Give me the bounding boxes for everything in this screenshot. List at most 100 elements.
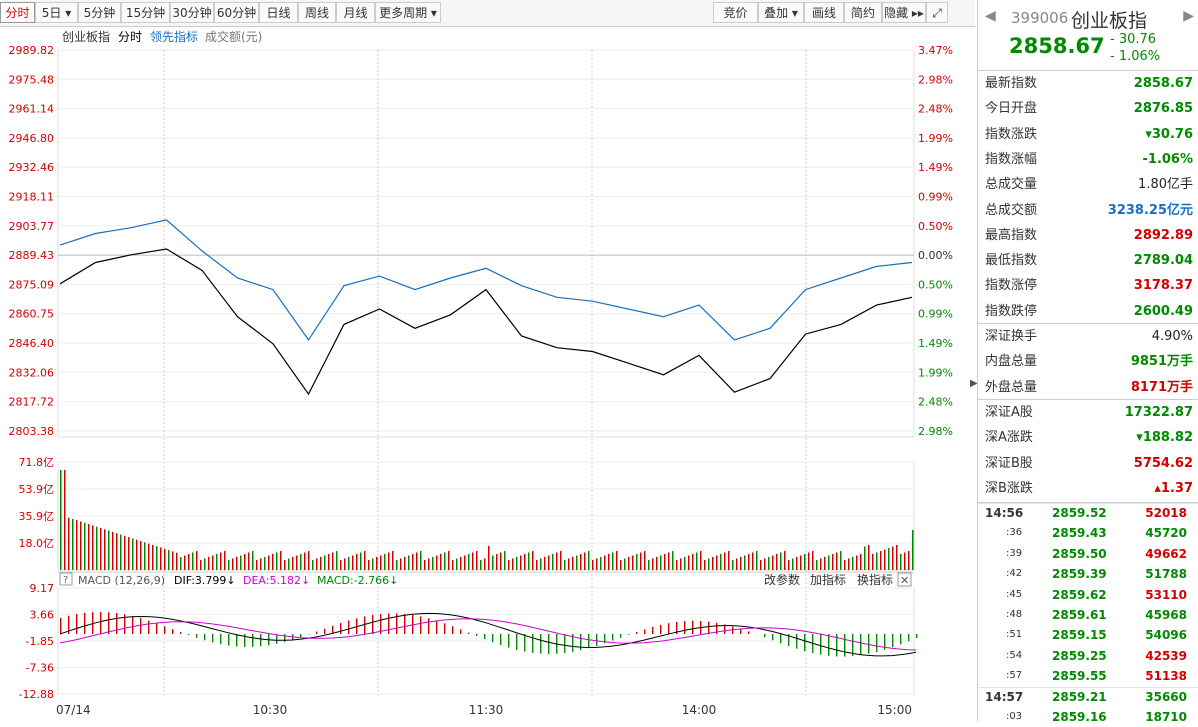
- volume-bar: [600, 557, 602, 570]
- intraday-chart[interactable]: 2989.822975.482961.142946.802932.462918.…: [0, 26, 975, 721]
- macd-bar: [260, 634, 261, 646]
- period-tab-7[interactable]: 周线: [298, 2, 336, 23]
- macd-bar: [84, 613, 85, 634]
- period-tab-0[interactable]: 分时: [0, 2, 35, 23]
- volume-bar: [248, 553, 250, 571]
- tick-volume: 45720: [1145, 523, 1187, 543]
- macd-bar: [316, 632, 317, 634]
- overlay-button[interactable]: 叠加 ▾: [758, 2, 804, 23]
- volume-bar: [388, 553, 390, 571]
- volume-bar: [744, 556, 746, 571]
- period-tab-6[interactable]: 日线: [259, 2, 298, 23]
- tick-time: 14:57: [985, 687, 1023, 707]
- volume-bar: [592, 560, 594, 570]
- volume-bar: [856, 556, 858, 571]
- pct-axis-label: 1.99%: [918, 132, 953, 145]
- macd-bar: [588, 634, 589, 648]
- volume-bar: [544, 557, 546, 570]
- volume-bar: [304, 553, 306, 571]
- price-axis-label: 2932.46: [9, 161, 55, 174]
- volume-bar: [424, 560, 426, 570]
- price-axis-label: 2889.43: [9, 249, 55, 262]
- volume-bar: [396, 560, 398, 570]
- period-tab-2[interactable]: 5分钟: [78, 2, 121, 23]
- period-tab-9[interactable]: 更多周期 ▾: [375, 2, 441, 23]
- volume-bar: [352, 556, 354, 571]
- macd-bar: [404, 614, 405, 634]
- pct-axis-label: 2.48%: [918, 103, 953, 116]
- macd-bar: [116, 613, 117, 634]
- add-indicator-button[interactable]: 加指标: [810, 572, 846, 587]
- volume-bar: [268, 556, 270, 571]
- volume-bar: [524, 554, 526, 570]
- stat-value: 1.80亿手: [1138, 172, 1193, 197]
- auction-button[interactable]: 竞价: [713, 2, 758, 23]
- period-tab-5[interactable]: 60分钟: [214, 2, 259, 23]
- fullscreen-icon[interactable]: ⤢: [926, 2, 948, 23]
- close-macd-glyph: ✕: [900, 574, 909, 587]
- volume-bar: [640, 553, 642, 571]
- volume-bar: [576, 556, 578, 571]
- volume-bar: [572, 557, 574, 570]
- collapse-panel-icon[interactable]: ▶: [970, 375, 977, 393]
- macd-bar: [436, 621, 437, 634]
- period-tab-3[interactable]: 15分钟: [121, 2, 170, 23]
- volume-bar: [784, 551, 786, 570]
- tick-time: :42: [1006, 564, 1022, 584]
- volume-bar: [596, 559, 598, 571]
- volume-bar: [608, 554, 610, 570]
- volume-axis-label: 35.9亿: [19, 510, 55, 523]
- period-tab-4[interactable]: 30分钟: [170, 2, 214, 23]
- period-tab-8[interactable]: 月线: [336, 2, 375, 23]
- volume-bar: [216, 554, 218, 570]
- macd-bar: [148, 621, 149, 634]
- volume-bar: [308, 551, 310, 570]
- hide-button[interactable]: 隐藏 ▸▸: [882, 2, 926, 23]
- volume-bar: [356, 554, 358, 570]
- pct-axis-label: 0.99%: [918, 191, 953, 204]
- macd-bar: [668, 623, 669, 634]
- quote-panel: ◀ 399006 创业板指 ▶ 2858.67 - 30.76 - 1.06% …: [977, 0, 1198, 721]
- volume-bar: [728, 551, 730, 570]
- volume-bar: [444, 553, 446, 571]
- volume-bar: [820, 559, 822, 571]
- volume-bar: [824, 557, 826, 570]
- swap-indicator-button[interactable]: 换指标: [857, 572, 893, 587]
- pct-axis-label: 0.00%: [918, 249, 953, 262]
- prev-stock-icon[interactable]: ◀: [985, 8, 996, 24]
- volume-bar: [228, 560, 230, 570]
- change-param-button[interactable]: 改参数: [764, 572, 800, 587]
- volume-bar: [892, 547, 894, 571]
- volume-bar: [488, 546, 490, 570]
- simple-mode-button[interactable]: 简约: [844, 2, 882, 23]
- next-stock-icon[interactable]: ▶: [1183, 8, 1194, 24]
- macd-bar: [100, 612, 101, 634]
- volume-bar: [96, 527, 98, 570]
- volume-bar: [484, 559, 486, 571]
- volume-bar: [696, 553, 698, 571]
- volume-bar: [564, 560, 566, 570]
- volume-bar: [864, 547, 866, 571]
- volume-bar: [332, 553, 334, 571]
- volume-bar: [340, 560, 342, 570]
- volume-bar: [752, 553, 754, 571]
- volume-bar: [320, 557, 322, 570]
- price-series-line: [60, 220, 912, 340]
- volume-bar: [792, 559, 794, 571]
- stat-value: ▾30.76: [1145, 122, 1193, 147]
- stat-value: 9851万手: [1131, 349, 1193, 374]
- volume-bar: [244, 554, 246, 570]
- volume-bar: [256, 560, 258, 570]
- stat-label: 外盘总量: [985, 375, 1037, 400]
- tick-volume: 18710: [1145, 707, 1187, 727]
- stat-label: 最低指数: [985, 248, 1037, 273]
- draw-line-button[interactable]: 画线: [804, 2, 844, 23]
- period-tab-1[interactable]: 5日 ▾: [35, 2, 78, 23]
- stat-value: 2858.67: [1134, 71, 1193, 96]
